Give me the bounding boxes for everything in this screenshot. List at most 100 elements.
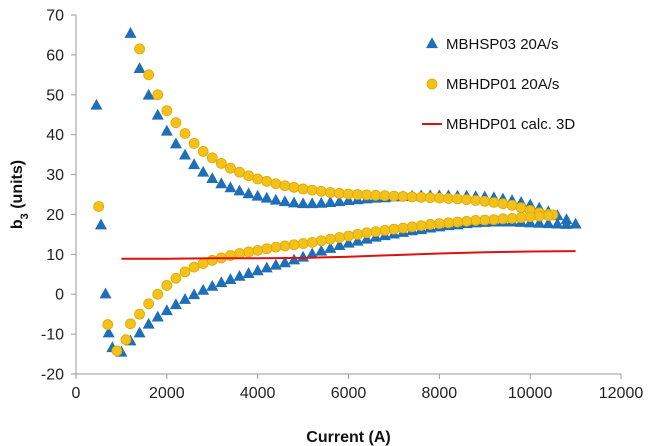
- mbhsp03-point: [151, 108, 164, 120]
- mbhsp03-point: [324, 196, 337, 207]
- mbhsp03-point: [315, 244, 328, 256]
- mbhsp03-point: [233, 184, 246, 196]
- mbhsp03-point: [260, 261, 273, 273]
- mbhsp03-point: [133, 326, 146, 338]
- mbhdp01-point: [424, 192, 436, 204]
- mbhsp03-point: [215, 177, 228, 189]
- mbhsp03-point: [224, 273, 237, 284]
- mbhdp01-point: [288, 239, 300, 251]
- mbhdp01-point: [361, 227, 373, 239]
- mbhsp03-point: [160, 124, 173, 136]
- y-tick-label: 0: [55, 287, 64, 304]
- mbhdp01-point: [324, 187, 336, 198]
- mbhsp03-point: [206, 279, 219, 291]
- mbhsp03-point: [342, 236, 355, 248]
- legend-entry-mbhdp01-calc: MBHDP01 calc. 3D: [422, 116, 575, 133]
- x-tick-label: 4000: [240, 385, 276, 402]
- mbhdp01-point: [188, 261, 200, 273]
- mbhdp01-point: [134, 43, 145, 55]
- mbhsp03-point: [569, 217, 582, 229]
- mbhsp03-point: [197, 283, 210, 295]
- legend: MBHSP03 20A/s MBHDP01 20A/s MBHDP01 calc. …: [422, 36, 575, 133]
- mbhsp03-point: [142, 88, 155, 100]
- tick-labels: 0 2000 4000 6000 8000 10000 12000 -20 -10 0 10 20 30…: [41, 8, 643, 403]
- mbhdp01-point: [143, 69, 155, 81]
- mbhsp03-point: [242, 267, 255, 278]
- mbhsp03-point: [260, 191, 273, 203]
- mbhdp01-point: [306, 184, 318, 196]
- y-axis-title-rest: (units): [9, 160, 26, 213]
- x-tick-label: 12000: [599, 385, 644, 402]
- mbhsp03-point: [306, 247, 319, 259]
- mbhdp01-point: [397, 222, 409, 234]
- mbhdp01-point: [388, 223, 400, 235]
- mbhdp01-point: [533, 210, 545, 222]
- mbhsp03-point: [315, 196, 328, 208]
- mbhdp01-point: [152, 89, 164, 101]
- mbhdp01-point: [152, 288, 164, 300]
- mbhdp01-point: [288, 181, 300, 193]
- mbhdp01-point: [134, 308, 145, 320]
- y-tick-label: 30: [46, 167, 64, 184]
- mbhdp01-point: [415, 191, 427, 203]
- mbhdp01-point: [270, 241, 282, 253]
- y-tick-label: -20: [41, 367, 64, 384]
- mbhsp03-point: [142, 317, 155, 329]
- mbhsp03-point: [288, 253, 300, 265]
- mbhsp03-point: [542, 217, 555, 229]
- mbhdp01-point: [102, 319, 114, 330]
- mbhdp01-point: [542, 210, 554, 222]
- mbhdp01-point: [279, 180, 291, 192]
- mbhdp01-point: [111, 345, 123, 357]
- y-tick-label: -10: [41, 327, 64, 344]
- mbhdp01-point: [215, 157, 227, 169]
- series-mbhdp01-calc-3d: [121, 250, 576, 260]
- mbhdp01-point: [388, 190, 400, 202]
- mbhsp03-point: [197, 165, 210, 177]
- mbhdp01-point: [179, 128, 191, 139]
- mbhdp01-point: [406, 221, 418, 233]
- mbhdp01-point: [343, 188, 354, 200]
- legend-entry-mbhdp01: MBHDP01 20A/s: [426, 76, 559, 93]
- mbhdp01-point: [206, 152, 218, 164]
- series-mbhsp03-20a-s: [90, 27, 582, 357]
- x-tick-label: 10000: [508, 385, 553, 402]
- mbhdp01-point: [206, 254, 218, 266]
- mbhdp01-point: [315, 235, 327, 247]
- y-axis-title-main: b: [9, 219, 26, 229]
- mbhdp01-point: [515, 212, 527, 224]
- mbhdp01-point: [261, 175, 273, 187]
- mbhdp01-point: [479, 214, 491, 226]
- mbhdp01-point: [352, 189, 363, 200]
- mbhdp01-point: [143, 298, 155, 310]
- mbhdp01-point: [470, 195, 482, 206]
- mbhdp01-point: [479, 195, 491, 207]
- mbhsp03-point: [242, 187, 255, 199]
- mbhdp01-point: [370, 226, 382, 237]
- mbhsp03-point: [251, 264, 264, 276]
- mbhsp03-point: [533, 216, 546, 228]
- mbhdp01-point: [406, 191, 418, 203]
- mbhdp01-point: [125, 318, 136, 330]
- mbhdp01-point: [515, 202, 527, 214]
- mbhdp01-point: [461, 215, 472, 227]
- mbhdp01-point: [415, 220, 427, 232]
- series-mbhdp01-20a-s: [93, 43, 559, 357]
- mbhdp01-point: [424, 219, 436, 230]
- mbhdp01-point: [270, 178, 282, 190]
- x-tick-label: 8000: [422, 385, 458, 402]
- mbhdp01-point: [506, 199, 518, 211]
- mbhsp03-point: [278, 256, 291, 268]
- mbhsp03-point: [151, 310, 164, 322]
- mbhdp01-point: [161, 105, 173, 117]
- y-tick-label: 40: [46, 127, 64, 144]
- mbhdp01-point: [234, 248, 245, 259]
- mbhsp03-point: [351, 234, 364, 246]
- mbhsp03-point: [233, 269, 246, 281]
- mbhsp03-point: [188, 158, 201, 170]
- mbhsp03-point: [333, 195, 346, 207]
- mbhdp01-point: [443, 193, 454, 204]
- mbhdp01-point: [361, 189, 373, 201]
- mbhdp01-point: [188, 138, 200, 149]
- legend-label-mbhdp01: MBHDP01 20A/s: [446, 76, 559, 93]
